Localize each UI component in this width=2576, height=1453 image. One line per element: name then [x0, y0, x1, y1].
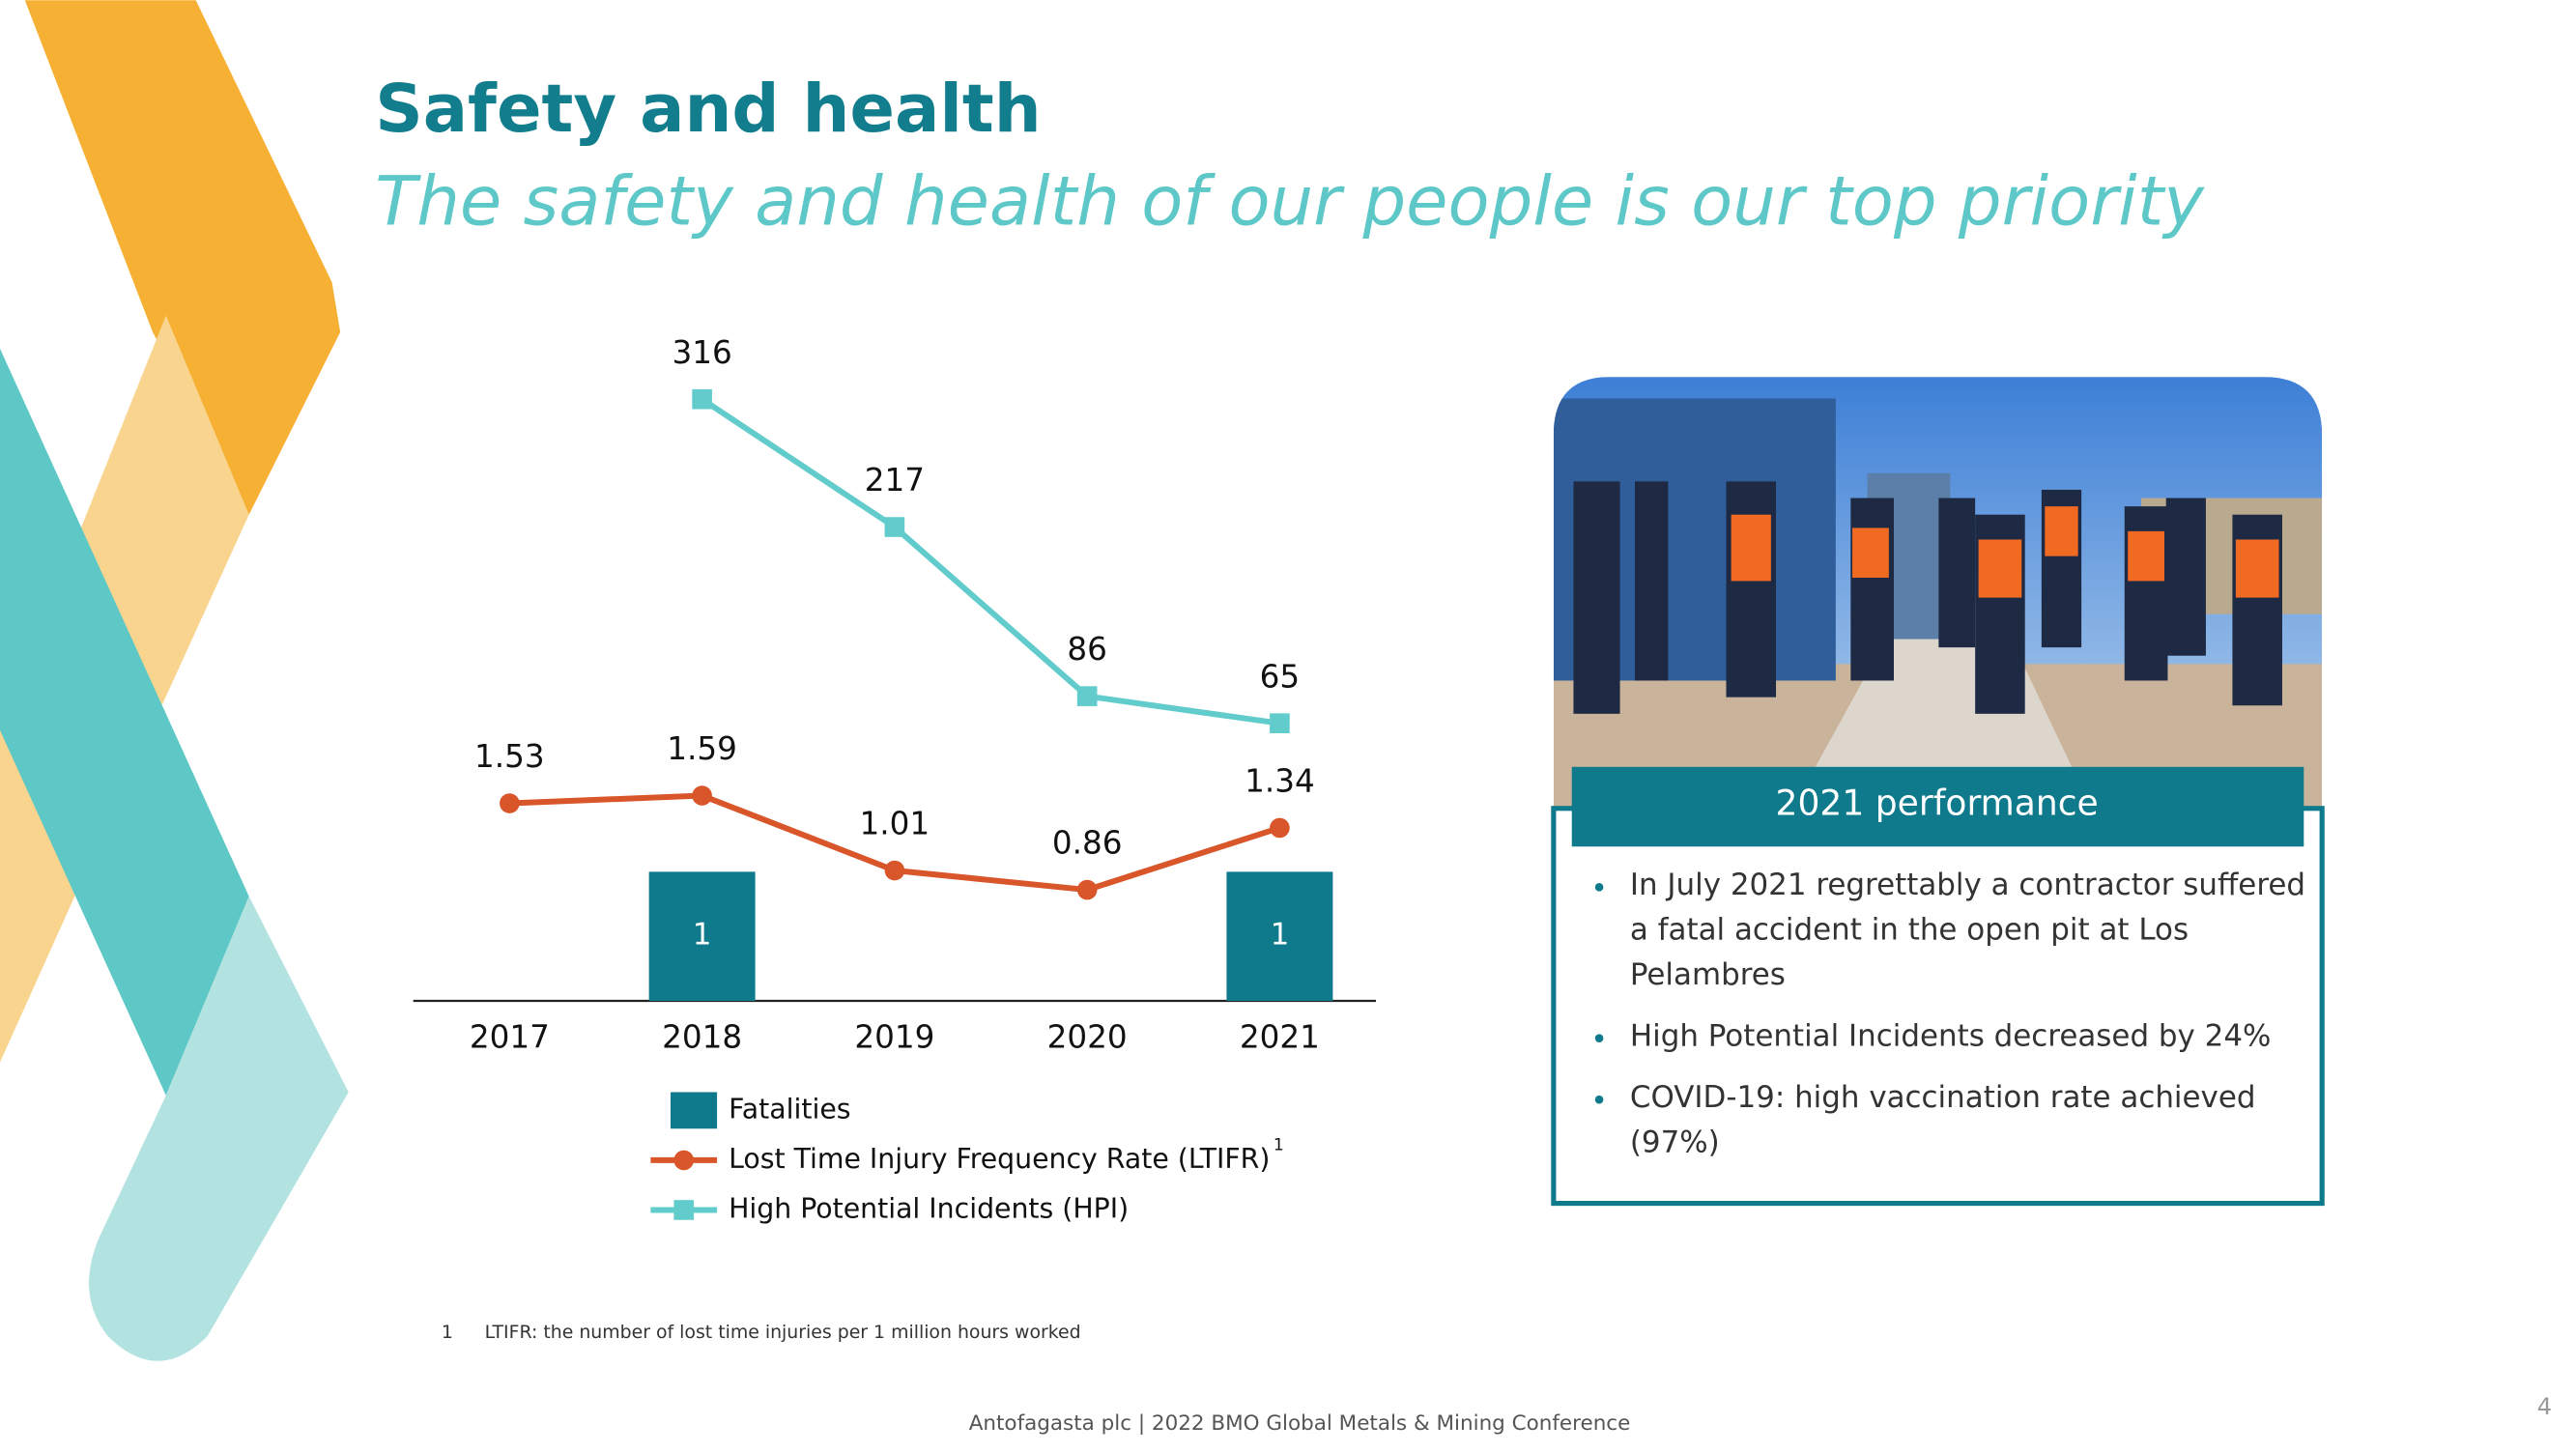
marker: [1270, 817, 1290, 839]
data-label: 86: [1067, 631, 1107, 668]
bullet: COVID-19: high vaccination rate achieved…: [1623, 1075, 2307, 1165]
legend-label: Fatalities: [729, 1093, 850, 1125]
page-number: 4: [2537, 1393, 2552, 1420]
legend-marker: [673, 1150, 695, 1171]
marker: [692, 388, 712, 410]
bullet-list: In July 2021 regrettably a contractor su…: [1560, 863, 2307, 1165]
data-label: 1.53: [474, 738, 545, 775]
data-label: 217: [865, 462, 925, 499]
x-tick-label: 2020: [1047, 1019, 1128, 1056]
x-tick-label: 2017: [470, 1019, 550, 1056]
bar-label: 1: [1271, 918, 1290, 953]
marker: [1076, 686, 1098, 706]
data-label: 0.86: [1052, 825, 1123, 862]
data-label: 316: [672, 334, 731, 371]
decoration: [0, 0, 349, 1361]
legend-swatch: [670, 1092, 718, 1129]
bar: [648, 871, 756, 1002]
card-body: In July 2021 regrettably a contractor su…: [1560, 863, 2307, 1195]
bar: [1226, 871, 1333, 1002]
x-tick-label: 2019: [854, 1019, 934, 1056]
bar-label: 1: [693, 918, 712, 953]
legend-label: High Potential Incidents (HPI): [729, 1192, 1129, 1224]
x-tick-label: 2021: [1240, 1019, 1320, 1056]
footer: Antofagasta plc | 2022 BMO Global Metals…: [969, 1411, 1631, 1436]
subtitle: The safety and health of our people is o…: [375, 162, 2205, 242]
marker: [884, 860, 905, 881]
data-label: 1.59: [667, 730, 737, 767]
chart: 2017 2018 2019 2020 2021 1 1 1.53 1.59 1.01 0.86 1.…: [413, 334, 1377, 1224]
card-header-bg: [1571, 766, 2304, 847]
bullet: In July 2021 regrettably a contractor su…: [1623, 863, 2307, 997]
legend-marker: [673, 1200, 695, 1220]
marker: [500, 793, 520, 813]
x-tick-label: 2018: [662, 1019, 742, 1056]
card-header: 2021 performance: [1776, 783, 2099, 823]
photo: [1553, 377, 2323, 809]
data-label: 1.34: [1245, 763, 1315, 800]
bullet: High Potential Incidents decreased by 24…: [1623, 1014, 2307, 1059]
card: [1551, 806, 2325, 1207]
legend-label: Lost Time Injury Frequency Rate (LTIFR): [729, 1143, 1270, 1175]
data-label: 1.01: [860, 806, 930, 842]
marker: [1270, 713, 1290, 733]
title: Safety and health: [375, 71, 1041, 148]
footnote-number: 1: [442, 1322, 453, 1343]
data-label: 65: [1260, 658, 1301, 695]
marker: [884, 517, 905, 537]
legend-note: 1: [1274, 1135, 1284, 1154]
line: [700, 396, 1280, 726]
marker: [1076, 879, 1098, 900]
marker: [692, 785, 712, 806]
footnote: LTIFR: the number of lost time injuries …: [485, 1322, 1081, 1343]
